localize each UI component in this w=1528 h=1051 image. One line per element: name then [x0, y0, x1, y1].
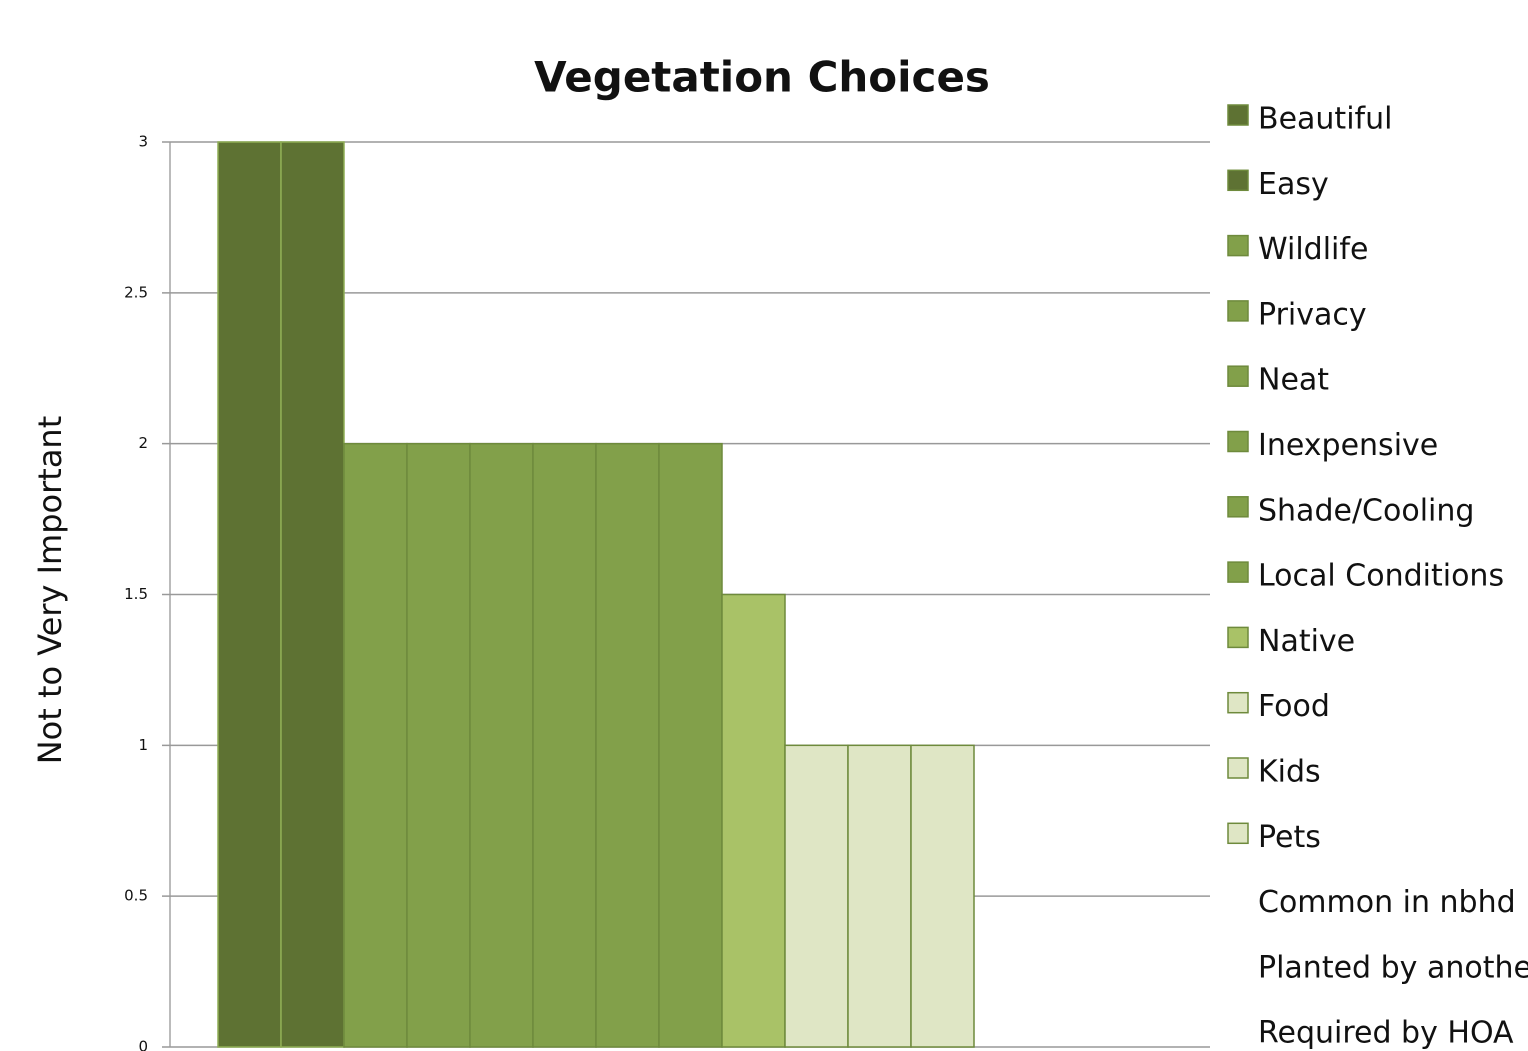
- legend-label: Local Conditions: [1258, 559, 1504, 594]
- legend-swatch: [1227, 496, 1249, 518]
- legend-label: Wildlife: [1258, 232, 1368, 267]
- bar: [784, 744, 849, 1048]
- legend-swatch: [1227, 300, 1249, 322]
- y-tick-label: 0: [138, 1038, 148, 1051]
- legend-label: Easy: [1258, 167, 1329, 202]
- legend-label: Inexpensive: [1258, 428, 1438, 463]
- legend-swatch: [1227, 365, 1249, 387]
- legend-swatch: [1227, 822, 1249, 845]
- legend-label: Privacy: [1258, 297, 1367, 332]
- legend-label: Common in nbhd: [1258, 885, 1516, 920]
- legend-swatch: [1227, 626, 1249, 649]
- bar: [343, 442, 408, 1048]
- legend-label: Shade/Cooling: [1258, 493, 1474, 528]
- legend-label: Planted by another: [1258, 950, 1528, 985]
- y-tick-label: 1.5: [124, 585, 148, 603]
- y-axis-label: Not to Very Important: [31, 416, 69, 765]
- bar: [595, 442, 660, 1048]
- bar: [532, 442, 597, 1048]
- legend-swatch: [1227, 430, 1249, 453]
- bar: [217, 141, 282, 1048]
- bar: [469, 442, 534, 1048]
- bar: [847, 744, 912, 1048]
- y-tick-label: 3: [138, 133, 148, 151]
- legend-label: Food: [1258, 689, 1330, 724]
- bar: [910, 744, 975, 1048]
- legend-label: Native: [1258, 624, 1355, 659]
- legend-label: Kids: [1258, 755, 1321, 790]
- legend-swatch: [1227, 104, 1249, 126]
- legend-label: Pets: [1258, 820, 1321, 855]
- bar: [658, 442, 723, 1048]
- legend-swatch: [1227, 757, 1249, 779]
- chart-title: Vegetation Choices: [534, 53, 990, 102]
- legend-swatch: [1227, 234, 1249, 257]
- y-tick-label: 0.5: [124, 887, 148, 905]
- bar: [721, 593, 786, 1048]
- legend-label: Neat: [1258, 363, 1329, 398]
- legend-swatch: [1227, 691, 1249, 714]
- y-tick-label: 1: [138, 736, 148, 754]
- y-tick-label: 2.5: [124, 283, 148, 301]
- legend-swatch: [1227, 561, 1249, 583]
- bar: [280, 141, 345, 1048]
- legend-swatch: [1227, 169, 1249, 192]
- legend-label: Beautiful: [1258, 102, 1392, 137]
- legend-label: Required by HOA: [1258, 1016, 1514, 1051]
- y-tick-label: 2: [138, 434, 148, 452]
- bar: [406, 442, 471, 1048]
